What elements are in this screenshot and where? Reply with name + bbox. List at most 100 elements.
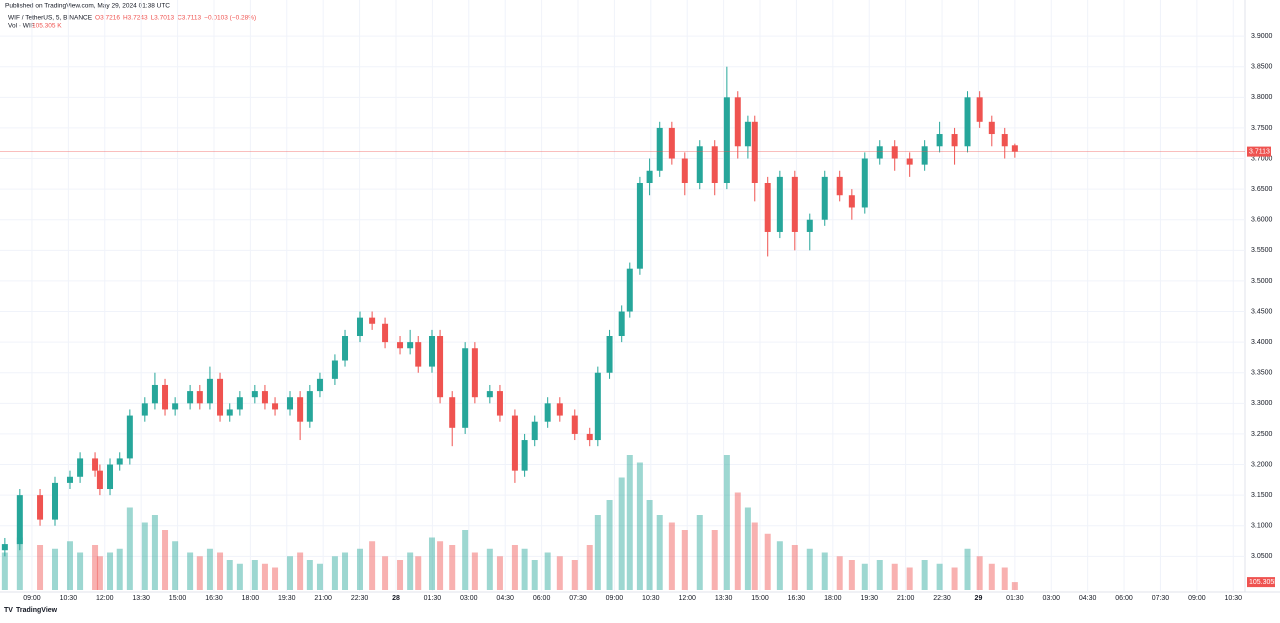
volume-bar [744,507,751,590]
volume-bar [356,548,363,590]
candle-body [988,121,995,135]
y-tick-label: 3.0500 [1251,553,1273,560]
x-tick-label: 15:00 [751,595,769,602]
volume-bar [626,455,633,590]
volume-bar [151,515,158,590]
volume-bar [251,560,258,590]
candle-body [449,397,456,428]
volume-bar [751,522,758,590]
volume-bar [964,548,971,590]
volume-bar [821,552,828,590]
candle-body [734,97,741,147]
candle-body [415,342,422,367]
candle-body [951,134,958,147]
volume-bar [172,541,179,590]
candle-body [272,403,279,410]
ohlc-legend: L3.7013 [151,15,175,22]
candle-body [791,176,798,232]
candle-body [836,176,843,196]
volume-bar [951,567,958,590]
candle-body [342,336,349,361]
volume-bar [1001,567,1008,590]
volume-bar [511,545,518,590]
x-tick-label: 09:00 [1188,595,1206,602]
volume-legend: 105.305 K [32,23,62,30]
volume-bar [876,560,883,590]
candle-body [636,182,643,269]
volume-bar [407,552,414,590]
volume-bar [891,563,898,590]
candle-body [52,482,59,520]
x-tick-label: 19:30 [278,595,296,602]
volume-bar [415,556,422,590]
volume-bar [486,548,493,590]
candle-body [696,146,703,183]
candle-body [521,440,528,471]
candle-body [571,415,578,434]
candle-body [723,97,730,183]
grid [0,0,1245,592]
volume-bar [287,556,294,590]
volume-bar [921,560,928,590]
candle-body [556,403,563,416]
y-tick-label: 3.6000 [1251,217,1273,224]
x-tick-label: 07:30 [569,595,587,602]
x-tick-label: 15:00 [169,595,187,602]
volume-bar [496,556,503,590]
y-tick-label: 3.8000 [1251,94,1273,101]
candle-body [428,336,435,367]
volume-bar [342,552,349,590]
x-tick-label: 10:30 [642,595,660,602]
volume-bar [462,530,469,590]
volume-bar [636,462,643,590]
volume-bar [92,545,99,590]
volume-title: Vol · WIF [8,23,35,30]
candle-body [172,403,179,410]
candle-body [681,158,688,183]
candle-body [356,317,363,337]
x-tick-label: 29 [975,595,983,602]
candle-body [96,470,103,490]
y-tick-label: 3.9000 [1251,33,1273,40]
volume-bar [141,522,148,590]
candle-body [486,391,493,398]
candle-body [976,97,983,122]
volume-label-box [1247,577,1275,588]
volume-bar [37,545,44,590]
candle-body [906,158,913,165]
y-tick-label: 3.6500 [1251,186,1273,193]
x-tick-label: 12:00 [96,595,114,602]
volume-bar [791,545,798,590]
volume-bar [437,541,444,590]
x-tick-label: 22:30 [351,595,369,602]
volume-bar [206,548,213,590]
candle-body [236,397,243,410]
candle-body [16,495,23,545]
candle-body [646,170,653,183]
candle-body [331,360,338,379]
x-tick-label: 16:30 [788,595,806,602]
volume-bar [806,548,813,590]
volume-bar [556,556,563,590]
ohlc-legend: C3.7113 [177,15,201,22]
volume-bar [236,563,243,590]
last-price-box [1247,146,1271,157]
candle-body [618,311,625,337]
candle-body [462,348,469,428]
candle-body [261,391,268,404]
x-tick-label: 01:30 [1006,595,1024,602]
volume-bar [836,556,843,590]
candle-body [1,544,8,551]
volume-bar [196,556,203,590]
y-tick-label: 3.4500 [1251,308,1273,315]
candle-body [876,146,883,159]
candle-body [126,415,133,459]
candle-body [1001,134,1008,147]
volume-bar [764,533,771,590]
volume-bar [66,541,73,590]
candle-body [196,391,203,404]
volume-bar [711,530,718,590]
